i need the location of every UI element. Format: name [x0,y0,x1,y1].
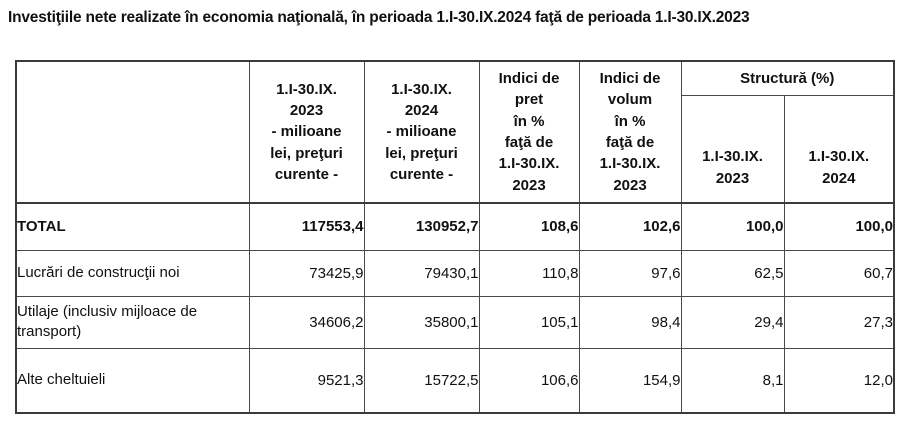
value-cell: 154,9 [578,347,682,414]
row-label: Utilaje (inclusiv mijloace de transport) [15,295,250,349]
header-structure-2023: 1.I-30.IX. 2023 [680,94,785,204]
header-volume-index: Indici de volum în % faţă de 1.I-30.IX. … [578,60,682,204]
value-cell: 105,1 [478,295,580,349]
investments-table: 1.I-30.IX. 2023 - milioane lei, preţuri … [15,60,895,414]
value-cell: 130952,7 [363,202,480,251]
value-cell: 100,0 [680,202,785,251]
row-label: Alte cheltuieli [15,347,250,414]
value-cell: 34606,2 [248,295,365,349]
value-cell: 100,0 [783,202,895,251]
table-row-equipment: Utilaje (inclusiv mijloace de transport)… [15,295,895,349]
value-cell: 62,5 [680,249,785,297]
value-cell: 106,6 [478,347,580,414]
value-cell: 108,6 [478,202,580,251]
value-cell: 60,7 [783,249,895,297]
value-cell: 29,4 [680,295,785,349]
value-cell: 27,3 [783,295,895,349]
value-cell: 9521,3 [248,347,365,414]
value-cell: 98,4 [578,295,682,349]
value-cell: 97,6 [578,249,682,297]
value-cell: 15722,5 [363,347,480,414]
value-cell: 102,6 [578,202,682,251]
header-2024-millions: 1.I-30.IX. 2024 - milioane lei, preţuri … [363,60,480,204]
page-title: Investiţiile nete realizate în economia … [8,9,750,26]
table-row-total: TOTAL 117553,4 130952,7 108,6 102,6 100,… [15,202,895,251]
value-cell: 117553,4 [248,202,365,251]
row-label: TOTAL [15,202,250,251]
row-label: Lucrări de construcţii noi [15,249,250,297]
value-cell: 110,8 [478,249,580,297]
value-cell: 8,1 [680,347,785,414]
header-structure-span: Structură (%) [680,60,895,96]
header-structure-2024: 1.I-30.IX. 2024 [783,94,895,204]
table-row-constructions: Lucrări de construcţii noi 73425,9 79430… [15,249,895,297]
header-row-top: 1.I-30.IX. 2023 - milioane lei, preţuri … [15,60,895,204]
header-corner-cell [15,60,250,204]
value-cell: 12,0 [783,347,895,414]
header-price-index: Indici de pret în % faţă de 1.I-30.IX. 2… [478,60,580,204]
table-row-other-expenses: Alte cheltuieli 9521,3 15722,5 106,6 154… [15,347,895,414]
header-row-sub: 1.I-30.IX. 2023 1.I-30.IX. 2024 [16,94,895,204]
header-2023-millions: 1.I-30.IX. 2023 - milioane lei, preţuri … [248,60,365,204]
value-cell: 79430,1 [363,249,480,297]
value-cell: 35800,1 [363,295,480,349]
value-cell: 73425,9 [248,249,365,297]
